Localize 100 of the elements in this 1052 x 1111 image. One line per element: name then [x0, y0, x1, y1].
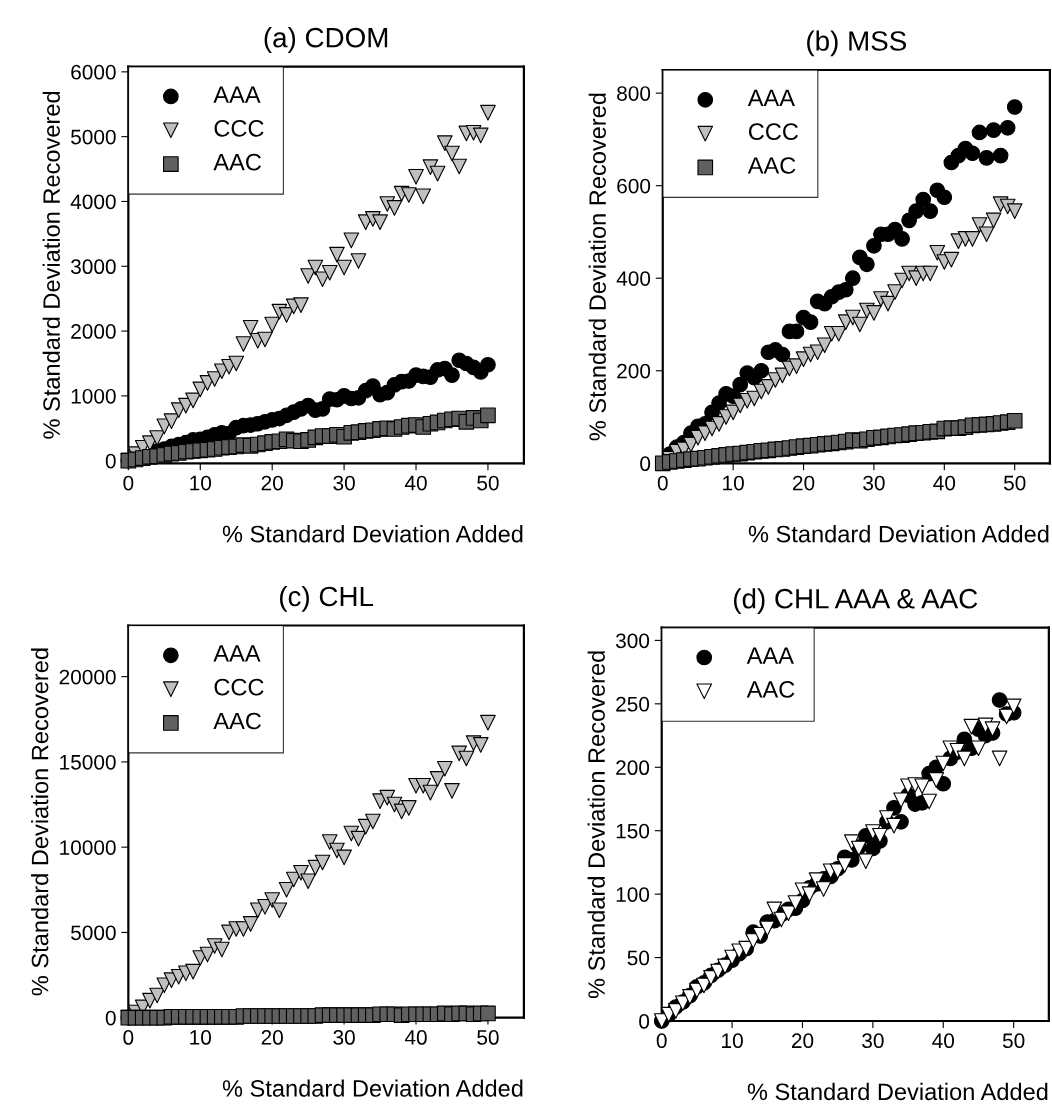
x-tick-label: 10: [190, 1030, 212, 1045]
y-tick-label: 400: [616, 271, 651, 286]
point: [991, 750, 1008, 767]
point: [886, 817, 902, 834]
y-tick-label: 0: [640, 456, 651, 472]
point: [943, 251, 960, 268]
point: [866, 237, 882, 254]
point: [971, 124, 988, 141]
y-axis-title: % Standard Deviation Recovered: [588, 93, 606, 441]
point: [429, 771, 446, 787]
x-tick-label: 40: [404, 1030, 427, 1045]
point: [816, 337, 833, 354]
point: [264, 316, 281, 333]
point: [872, 827, 888, 844]
y-tick-label: 6000: [71, 64, 116, 80]
point: [936, 189, 953, 206]
point: [372, 214, 388, 231]
y-tick-label: 800: [617, 86, 651, 101]
point: [386, 200, 403, 216]
y-tick-label: 600: [617, 178, 651, 194]
point: [480, 407, 496, 424]
y-axis-title: % Standard Deviation Recovered: [587, 651, 605, 999]
point: [472, 127, 489, 144]
x-tick-label: 10: [190, 475, 212, 491]
point: [458, 750, 475, 767]
point: [887, 284, 903, 300]
y-tick-label: 300: [615, 633, 650, 649]
point: [914, 778, 930, 795]
x-tick-label: 30: [333, 1030, 355, 1045]
point: [984, 721, 1001, 738]
point: [978, 226, 995, 243]
point: [336, 259, 352, 276]
point: [365, 813, 381, 830]
point: [336, 849, 352, 866]
y-tick-label: 2000: [71, 324, 116, 339]
point: [436, 135, 453, 151]
point: [985, 122, 1002, 138]
point: [963, 718, 980, 735]
point: [929, 244, 946, 261]
point: [213, 941, 230, 958]
legend-label: CCC: [214, 678, 264, 696]
point: [444, 783, 460, 799]
legend-label: AAC: [747, 157, 796, 174]
point: [893, 792, 909, 809]
legend-label: AAC: [746, 681, 795, 698]
point: [257, 331, 273, 348]
x-tick-label: 0: [123, 1030, 134, 1045]
y-tick-label: 100: [616, 887, 650, 902]
point: [472, 737, 489, 753]
x-tick-label: 10: [722, 1033, 743, 1049]
point: [1005, 698, 1022, 715]
legend-label: AAA: [747, 89, 795, 106]
point: [400, 187, 417, 203]
point: [922, 265, 939, 282]
point: [451, 158, 468, 175]
point: [149, 430, 165, 446]
point: [400, 800, 417, 816]
y-tick-label: 0: [105, 1010, 116, 1026]
y-tick-label: 3000: [70, 259, 116, 275]
point: [992, 147, 1009, 164]
point: [480, 356, 496, 373]
point: [808, 872, 825, 889]
x-tick-label: 50: [1003, 475, 1026, 491]
x-axis-title: % Standard Deviation Added: [748, 525, 1049, 543]
y-tick-label: 5000: [71, 129, 116, 145]
legend-label: AAA: [746, 647, 794, 664]
point: [880, 295, 896, 312]
point: [787, 895, 804, 911]
point: [928, 772, 945, 788]
point: [321, 264, 338, 281]
point: [264, 892, 281, 908]
point: [480, 714, 496, 731]
y-tick-label: 20000: [59, 669, 116, 685]
point: [343, 232, 360, 249]
x-axis-title: % Standard Deviation Added: [222, 525, 523, 543]
point: [300, 873, 316, 890]
point: [300, 268, 316, 284]
point: [802, 314, 819, 331]
y-tick-label: 50: [627, 950, 650, 966]
x-tick-label: 20: [793, 475, 815, 491]
point: [321, 834, 338, 850]
point: [956, 750, 973, 767]
x-tick-label: 30: [333, 475, 355, 491]
chart-title: (d) CHL AAA & AAC: [734, 588, 978, 615]
y-tick-label: 0: [105, 453, 116, 469]
point: [444, 145, 460, 162]
point: [978, 150, 995, 166]
x-tick-label: 20: [261, 475, 283, 491]
point: [964, 145, 981, 162]
x-tick-label: 0: [123, 475, 134, 491]
x-axis-title: % Standard Deviation Added: [747, 1082, 1048, 1101]
chart-title: (b) MSS: [807, 30, 906, 57]
point: [894, 231, 910, 247]
legend-label: AAA: [213, 86, 261, 103]
point: [774, 346, 791, 363]
point: [866, 305, 882, 321]
x-tick-label: 30: [862, 1033, 884, 1049]
point: [350, 253, 367, 269]
point: [759, 920, 776, 937]
chart-title: (a) CDOM: [264, 27, 388, 53]
